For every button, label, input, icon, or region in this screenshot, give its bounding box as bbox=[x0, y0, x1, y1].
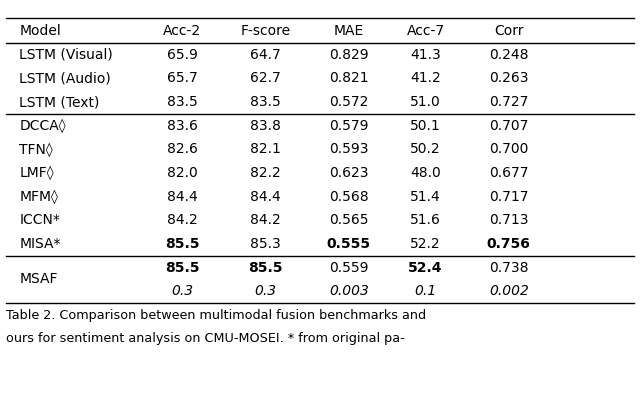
Text: 65.9: 65.9 bbox=[167, 48, 198, 62]
Text: 0.717: 0.717 bbox=[489, 190, 529, 204]
Text: 0.1: 0.1 bbox=[415, 284, 436, 298]
Text: MAE: MAE bbox=[333, 24, 364, 38]
Text: 52.2: 52.2 bbox=[410, 237, 441, 251]
Text: Acc-2: Acc-2 bbox=[163, 24, 202, 38]
Text: F-score: F-score bbox=[241, 24, 291, 38]
Text: 0.002: 0.002 bbox=[489, 284, 529, 298]
Text: 85.5: 85.5 bbox=[165, 237, 200, 251]
Text: 82.1: 82.1 bbox=[250, 142, 281, 156]
Text: ICCN*: ICCN* bbox=[19, 213, 60, 227]
Text: 84.4: 84.4 bbox=[167, 190, 198, 204]
Text: 48.0: 48.0 bbox=[410, 166, 441, 180]
Text: 84.4: 84.4 bbox=[250, 190, 281, 204]
Text: 0.700: 0.700 bbox=[489, 142, 529, 156]
Text: 84.2: 84.2 bbox=[250, 213, 281, 227]
Text: 41.2: 41.2 bbox=[410, 71, 441, 85]
Text: 0.707: 0.707 bbox=[489, 119, 529, 133]
Text: 84.2: 84.2 bbox=[167, 213, 198, 227]
Text: 82.2: 82.2 bbox=[250, 166, 281, 180]
Text: 83.6: 83.6 bbox=[167, 119, 198, 133]
Text: 83.8: 83.8 bbox=[250, 119, 281, 133]
Text: ours for sentiment analysis on CMU-MOSEI. * from original pa-: ours for sentiment analysis on CMU-MOSEI… bbox=[6, 332, 405, 345]
Text: 82.6: 82.6 bbox=[167, 142, 198, 156]
Text: 0.727: 0.727 bbox=[489, 95, 529, 109]
Text: 82.0: 82.0 bbox=[167, 166, 198, 180]
Text: 41.3: 41.3 bbox=[410, 48, 441, 62]
Text: 0.555: 0.555 bbox=[327, 237, 371, 251]
Text: 51.0: 51.0 bbox=[410, 95, 441, 109]
Text: 0.3: 0.3 bbox=[172, 284, 193, 298]
Text: 51.6: 51.6 bbox=[410, 213, 441, 227]
Text: 52.4: 52.4 bbox=[408, 261, 443, 275]
Text: 85.3: 85.3 bbox=[250, 237, 281, 251]
Text: 0.623: 0.623 bbox=[329, 166, 369, 180]
Text: 83.5: 83.5 bbox=[250, 95, 281, 109]
Text: 0.263: 0.263 bbox=[489, 71, 529, 85]
Text: MFM◊: MFM◊ bbox=[19, 189, 58, 204]
Text: Table 2. Comparison between multimodal fusion benchmarks and: Table 2. Comparison between multimodal f… bbox=[6, 309, 426, 322]
Text: 0.821: 0.821 bbox=[329, 71, 369, 85]
Text: 0.579: 0.579 bbox=[329, 119, 369, 133]
Text: 0.738: 0.738 bbox=[489, 261, 529, 275]
Text: Model: Model bbox=[19, 24, 61, 38]
Text: 0.829: 0.829 bbox=[329, 48, 369, 62]
Text: 85.5: 85.5 bbox=[248, 261, 283, 275]
Text: 51.4: 51.4 bbox=[410, 190, 441, 204]
Text: 50.2: 50.2 bbox=[410, 142, 441, 156]
Text: 65.7: 65.7 bbox=[167, 71, 198, 85]
Text: LMF◊: LMF◊ bbox=[19, 166, 54, 180]
Text: 0.559: 0.559 bbox=[329, 261, 369, 275]
Text: LSTM (Text): LSTM (Text) bbox=[19, 95, 100, 109]
Text: 0.568: 0.568 bbox=[329, 190, 369, 204]
Text: 0.3: 0.3 bbox=[255, 284, 276, 298]
Text: MSAF: MSAF bbox=[19, 273, 58, 286]
Text: LSTM (Visual): LSTM (Visual) bbox=[19, 48, 113, 62]
Text: 0.572: 0.572 bbox=[329, 95, 369, 109]
Text: MISA*: MISA* bbox=[19, 237, 61, 251]
Text: 64.7: 64.7 bbox=[250, 48, 281, 62]
Text: 0.593: 0.593 bbox=[329, 142, 369, 156]
Text: 85.5: 85.5 bbox=[165, 261, 200, 275]
Text: DCCA◊: DCCA◊ bbox=[19, 118, 66, 133]
Text: 0.677: 0.677 bbox=[489, 166, 529, 180]
Text: LSTM (Audio): LSTM (Audio) bbox=[19, 71, 111, 85]
Text: TFN◊: TFN◊ bbox=[19, 142, 53, 157]
Text: Acc-7: Acc-7 bbox=[406, 24, 445, 38]
Text: 0.248: 0.248 bbox=[489, 48, 529, 62]
Text: 0.713: 0.713 bbox=[489, 213, 529, 227]
Text: 83.5: 83.5 bbox=[167, 95, 198, 109]
Text: 0.756: 0.756 bbox=[487, 237, 531, 251]
Text: 0.565: 0.565 bbox=[329, 213, 369, 227]
Text: Corr: Corr bbox=[494, 24, 524, 38]
Text: 50.1: 50.1 bbox=[410, 119, 441, 133]
Text: 62.7: 62.7 bbox=[250, 71, 281, 85]
Text: 0.003: 0.003 bbox=[329, 284, 369, 298]
